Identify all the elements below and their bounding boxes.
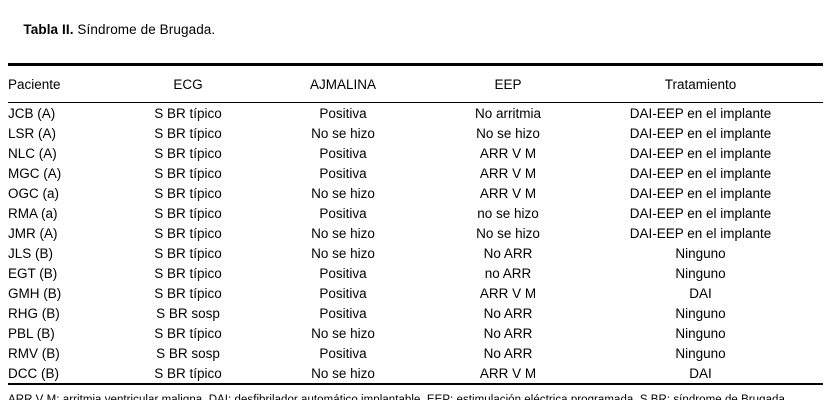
cell-paciente: DCC (B) bbox=[8, 365, 59, 381]
table-footnote: ARR V M: arritmia ventricular maligna. D… bbox=[8, 393, 822, 400]
cell-eep: No ARR bbox=[483, 345, 533, 361]
table-row: PBL (B) S BR típico No se hizo No ARR Ni… bbox=[8, 323, 823, 343]
cell-eep: No ARR bbox=[483, 325, 533, 341]
table-row: RMA (a) S BR típico Positiva no se hizo … bbox=[8, 203, 823, 223]
cell-ecg: S BR típico bbox=[154, 185, 222, 201]
table-header-row: Paciente ECG AJMALINA EEP Tratamiento bbox=[8, 64, 823, 103]
cell-eep: No se hizo bbox=[476, 225, 540, 241]
table-row: JLS (B) S BR típico No se hizo No ARR Ni… bbox=[8, 243, 823, 263]
table-row: JCB (A) S BR típico Positiva No arritmia… bbox=[8, 103, 823, 124]
cell-ajmalina: No se hizo bbox=[311, 325, 375, 341]
table-row: JMR (A) S BR típico No se hizo No se hiz… bbox=[8, 223, 823, 243]
table-row: NLC (A) S BR típico Positiva ARR V M DAI… bbox=[8, 143, 823, 163]
cell-eep: ARR V M bbox=[479, 145, 537, 161]
table-title: Tabla II. Síndrome de Brugada. bbox=[8, 7, 822, 52]
cell-ecg: S BR típico bbox=[154, 105, 222, 121]
table-row: RMV (B) S BR sosp Positiva No ARR Ningun… bbox=[8, 343, 823, 363]
cell-eep: ARR V M bbox=[479, 165, 537, 181]
column-header-ajmalina: AJMALINA bbox=[309, 76, 377, 92]
cell-tratamiento: DAI-EEP en el implante bbox=[629, 105, 772, 121]
cell-tratamiento: Ninguno bbox=[675, 345, 726, 361]
cell-ajmalina: Positiva bbox=[319, 285, 367, 301]
cell-ecg: S BR típico bbox=[154, 125, 222, 141]
column-header-tratamiento: Tratamiento bbox=[664, 76, 737, 92]
cell-ecg: S BR sosp bbox=[156, 345, 220, 361]
cell-tratamiento: Ninguno bbox=[675, 265, 726, 281]
cell-ecg: S BR típico bbox=[154, 265, 222, 281]
table-row: LSR (A) S BR típico No se hizo No se hiz… bbox=[8, 123, 823, 143]
cell-ecg: S BR típico bbox=[154, 325, 222, 341]
cell-ajmalina: No se hizo bbox=[311, 225, 375, 241]
table-header: Paciente ECG AJMALINA EEP Tratamiento bbox=[8, 64, 823, 103]
cell-paciente: JCB (A) bbox=[8, 105, 56, 121]
cell-tratamiento: Ninguno bbox=[675, 305, 726, 321]
column-header-eep: EEP bbox=[494, 76, 522, 92]
cell-ajmalina: No se hizo bbox=[311, 125, 375, 141]
cell-paciente: JLS (B) bbox=[8, 245, 54, 261]
cell-eep: ARR V M bbox=[479, 285, 537, 301]
column-header-ecg: ECG bbox=[173, 76, 203, 92]
cell-ajmalina: No se hizo bbox=[311, 365, 375, 381]
cell-ecg: S BR típico bbox=[154, 225, 222, 241]
cell-paciente: MGC (A) bbox=[8, 165, 62, 181]
cell-eep: ARR V M bbox=[479, 185, 537, 201]
table-row: DCC (B) S BR típico No se hizo ARR V M D… bbox=[8, 363, 823, 384]
cell-paciente: RMA (a) bbox=[8, 205, 58, 221]
cell-tratamiento: DAI bbox=[689, 285, 712, 301]
cell-ecg: S BR típico bbox=[154, 365, 222, 381]
table-row: GMH (B) S BR típico Positiva ARR V M DAI bbox=[8, 283, 823, 303]
cell-paciente: GMH (B) bbox=[8, 285, 62, 301]
cell-ajmalina: Positiva bbox=[319, 205, 367, 221]
table-title-text: Síndrome de Brugada. bbox=[73, 22, 216, 37]
cell-eep: No se hizo bbox=[476, 125, 540, 141]
cell-paciente: RMV (B) bbox=[8, 345, 60, 361]
table-title-number: Tabla II. bbox=[23, 22, 74, 37]
cell-paciente: PBL (B) bbox=[8, 325, 55, 341]
cell-eep: No ARR bbox=[483, 245, 533, 261]
cell-tratamiento: Ninguno bbox=[675, 245, 726, 261]
cell-ajmalina: No se hizo bbox=[311, 245, 375, 261]
cell-eep: No ARR bbox=[483, 305, 533, 321]
cell-paciente: JMR (A) bbox=[8, 225, 58, 241]
cell-tratamiento: DAI-EEP en el implante bbox=[629, 205, 772, 221]
cell-eep: ARR V M bbox=[479, 365, 537, 381]
cell-ajmalina: Positiva bbox=[319, 165, 367, 181]
table-body: JCB (A) S BR típico Positiva No arritmia… bbox=[8, 103, 823, 384]
table-row: RHG (B) S BR sosp Positiva No ARR Ningun… bbox=[8, 303, 823, 323]
footnote-line-1: ARR V M: arritmia ventricular maligna. D… bbox=[8, 394, 789, 400]
cell-tratamiento: DAI bbox=[689, 365, 712, 381]
cell-tratamiento: Ninguno bbox=[675, 325, 726, 341]
cell-ecg: S BR típico bbox=[154, 205, 222, 221]
cell-tratamiento: DAI-EEP en el implante bbox=[629, 225, 772, 241]
cell-tratamiento: DAI-EEP en el implante bbox=[629, 165, 772, 181]
cell-ajmalina: Positiva bbox=[319, 305, 367, 321]
table-row: EGT (B) S BR típico Positiva no ARR Ning… bbox=[8, 263, 823, 283]
cell-paciente: OGC (a) bbox=[8, 185, 60, 201]
cell-paciente: EGT (B) bbox=[8, 265, 58, 281]
cell-ecg: S BR sosp bbox=[156, 305, 220, 321]
cell-ecg: S BR típico bbox=[154, 145, 222, 161]
table-row: MGC (A) S BR típico Positiva ARR V M DAI… bbox=[8, 163, 823, 183]
cell-ajmalina: Positiva bbox=[319, 345, 367, 361]
cell-ecg: S BR típico bbox=[154, 245, 222, 261]
cell-ajmalina: No se hizo bbox=[311, 185, 375, 201]
cell-ajmalina: Positiva bbox=[319, 105, 367, 121]
cell-tratamiento: DAI-EEP en el implante bbox=[629, 125, 772, 141]
cell-ajmalina: Positiva bbox=[319, 265, 367, 281]
column-header-paciente: Paciente bbox=[8, 76, 61, 92]
cell-tratamiento: DAI-EEP en el implante bbox=[629, 185, 772, 201]
cell-tratamiento: DAI-EEP en el implante bbox=[629, 145, 772, 161]
table-row: OGC (a) S BR típico No se hizo ARR V M D… bbox=[8, 183, 823, 203]
cell-paciente: NLC (A) bbox=[8, 145, 57, 161]
cell-eep: No arritmia bbox=[474, 105, 541, 121]
cell-ecg: S BR típico bbox=[154, 285, 222, 301]
cell-ecg: S BR típico bbox=[154, 165, 222, 181]
brugada-table: Paciente ECG AJMALINA EEP Tratamiento JC… bbox=[8, 63, 823, 385]
cell-eep: no se hizo bbox=[477, 205, 539, 221]
cell-eep: no ARR bbox=[484, 265, 532, 281]
cell-ajmalina: Positiva bbox=[319, 145, 367, 161]
cell-paciente: RHG (B) bbox=[8, 305, 60, 321]
cell-paciente: LSR (A) bbox=[8, 125, 57, 141]
